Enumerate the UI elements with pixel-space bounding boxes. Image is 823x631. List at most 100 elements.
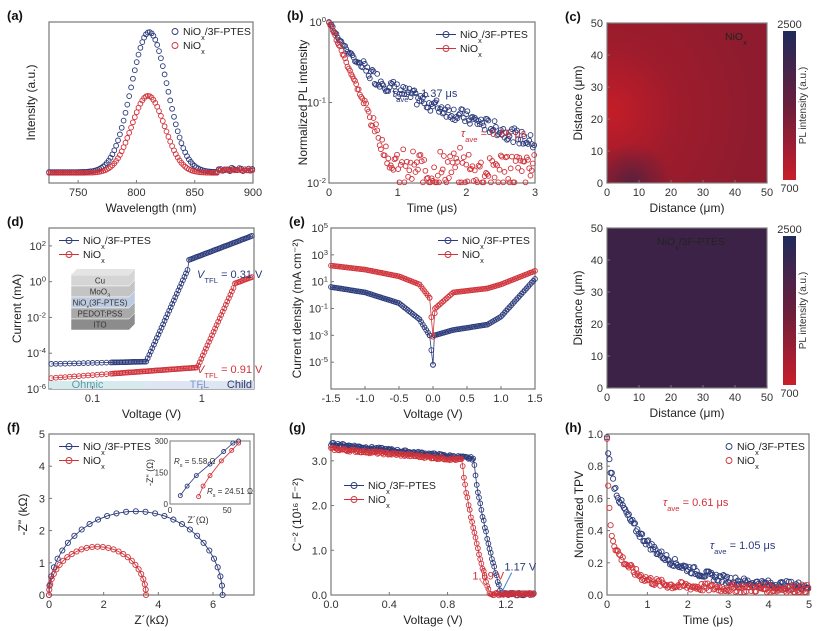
data-point [378, 78, 384, 85]
panel-label: (g) [289, 420, 306, 435]
legend-marker [65, 457, 73, 464]
data-point [518, 168, 525, 174]
inset-point [200, 483, 206, 489]
data-point [408, 309, 414, 316]
data-point [175, 287, 182, 294]
stack-layer-label: PEDOT:PSS [78, 310, 123, 319]
data-point [450, 106, 457, 113]
y-axis-label: Distance (μm) [571, 271, 585, 346]
data-point [340, 52, 347, 59]
y-tick-label: 50 [591, 223, 603, 235]
data-point [478, 159, 484, 166]
data-point [446, 175, 452, 181]
data-point [702, 580, 709, 587]
data-point [491, 174, 498, 181]
data-point [360, 100, 367, 107]
stack-layer-label: NiOx(3F-PTES) [73, 299, 128, 311]
region-ohmic [49, 380, 147, 389]
panel-label: (c) [565, 9, 581, 24]
data-point [115, 548, 122, 555]
legend-label-niox: NiOx [183, 40, 205, 56]
data-point [612, 484, 619, 491]
data-point [105, 157, 112, 164]
inset-y-tick-label: 0 [164, 500, 169, 509]
data-point [762, 586, 769, 593]
data-point [622, 506, 629, 513]
x-tick-label: 1 [644, 599, 650, 611]
data-point [639, 531, 646, 538]
data-point [50, 570, 57, 578]
x-tick-label: 750 [69, 187, 87, 199]
data-point [385, 88, 392, 94]
y-tick-label: 1 [39, 558, 45, 570]
data-point [117, 131, 123, 138]
data-point [399, 159, 405, 165]
data-point [227, 291, 234, 298]
data-point [445, 294, 452, 300]
data-point [347, 67, 353, 74]
panel-h: (h) 0 1 2 3 4 5 0.0 0.2 0.4 0.6 0.8 1.0 Time (μs) Norm… [565, 420, 812, 627]
y-tick-label: 0.0 [588, 590, 603, 602]
data-point [763, 589, 771, 596]
data-point [444, 159, 451, 165]
stack-layer-label: ITO [93, 321, 106, 330]
data-point [470, 178, 477, 184]
data-point [447, 292, 453, 299]
data-point [212, 325, 218, 332]
data-point [165, 133, 172, 140]
data-point [130, 75, 136, 82]
legend-label-niox-3f-ptes: NiOx/3F-PTES [183, 26, 251, 42]
data-point [74, 169, 80, 176]
y-axis-label: Current density (mA cm⁻²) [290, 239, 304, 379]
data-point [417, 151, 424, 158]
data-point [77, 169, 84, 176]
y-tick-label: 0.8 [588, 461, 603, 473]
inset-x-tick-label: 50 [223, 506, 232, 515]
data-point [137, 44, 144, 51]
data-point [215, 318, 222, 325]
data-point [128, 84, 134, 91]
legend-marker [442, 45, 450, 52]
data-point [206, 339, 212, 345]
data-point [138, 570, 145, 578]
data-point [361, 97, 368, 104]
data-point [229, 288, 235, 295]
data-point [89, 169, 95, 176]
data-point [59, 169, 65, 176]
data-point [371, 80, 378, 87]
data-point [428, 175, 435, 182]
x-tick-label: 6 [210, 599, 216, 611]
data-point [180, 277, 186, 284]
colorbar-label: PL intensity (a.u.) [798, 272, 809, 349]
y-tick-label: 0 [597, 178, 603, 190]
data-point [379, 81, 385, 87]
data-point [478, 506, 485, 513]
heatmap-label: NiOx/3F-PTES [657, 236, 725, 252]
data-point [353, 81, 360, 87]
data-point [462, 481, 468, 488]
x-tick-label: 1.2 [498, 599, 513, 611]
data-point [485, 117, 492, 124]
data-point [521, 133, 528, 139]
data-point [202, 169, 209, 176]
data-point [721, 573, 728, 580]
data-point [360, 58, 367, 64]
data-point [785, 578, 792, 585]
colorbar [783, 236, 796, 385]
data-point [221, 166, 228, 173]
data-point [435, 302, 441, 309]
data-point [464, 108, 471, 115]
data-point [421, 157, 428, 163]
data-point [530, 590, 537, 597]
data-point [448, 291, 455, 297]
data-point [181, 273, 188, 280]
data-point [448, 169, 455, 176]
panel-label: (e) [289, 214, 305, 229]
x-tick-label: -1.0 [356, 393, 375, 405]
data-point [178, 521, 186, 528]
y-tick-label: 2 [39, 526, 45, 538]
inset-x-axis-label: Z´(Ω) [187, 515, 208, 525]
x-tick-label: 30 [697, 187, 709, 199]
data-point [349, 73, 356, 80]
data-point [64, 539, 71, 546]
